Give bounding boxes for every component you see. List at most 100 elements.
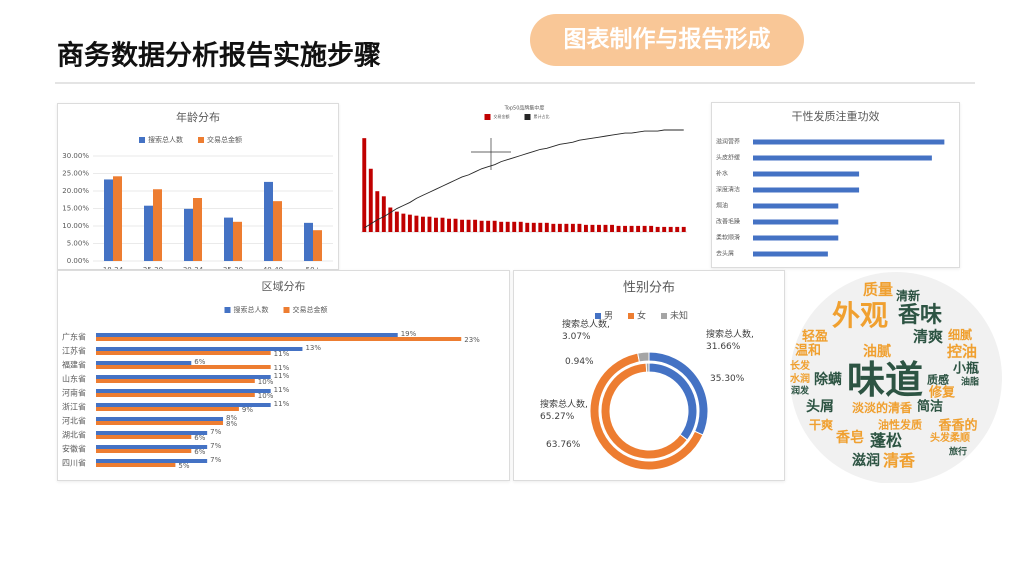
x-tick-label: 30-34	[183, 266, 204, 269]
bar	[96, 389, 271, 393]
bar	[273, 201, 282, 261]
y-tick-label: 四川省	[62, 458, 86, 468]
value-label: 10%	[258, 392, 274, 400]
legend-swatch	[198, 137, 204, 143]
cloud-word: 油脂	[960, 377, 980, 388]
legend-swatch	[628, 313, 634, 319]
bar	[96, 337, 462, 341]
bar	[583, 224, 588, 232]
bar	[499, 221, 504, 232]
cloud-word: 清爽	[912, 327, 944, 346]
data-label: 搜索总人数, 3.07%	[562, 320, 610, 342]
bar	[96, 347, 303, 351]
value-label: 5%	[178, 462, 189, 470]
bar	[597, 224, 601, 232]
bar	[96, 393, 255, 397]
cloud-word: 除螨	[814, 372, 842, 388]
y-tick-label: 0.00%	[67, 257, 90, 265]
bar	[96, 351, 271, 355]
cloud-word: 香味	[897, 303, 943, 328]
cloud-word: 控油	[946, 342, 978, 361]
y-tick-label: 山东省	[62, 374, 86, 384]
value-label: 6%	[194, 358, 205, 366]
cloud-word: 头屑	[806, 399, 834, 415]
legend-swatch	[283, 307, 290, 313]
cloud-word: 蓬松	[869, 431, 903, 450]
legend-swatch	[595, 313, 601, 319]
y-tick-label: 安徽省	[62, 444, 86, 454]
bar	[649, 225, 654, 232]
bar	[304, 222, 313, 261]
y-tick-label: 头皮舒缓	[716, 154, 740, 162]
y-tick-label: 5.00%	[67, 240, 90, 248]
bar	[753, 251, 828, 257]
donut-segment	[645, 362, 650, 373]
y-tick-label: 去头屑	[716, 250, 734, 258]
bar	[681, 226, 686, 232]
y-tick-label: 25.00%	[62, 170, 89, 178]
cloud-word: 外观	[831, 299, 889, 332]
bar	[368, 168, 373, 232]
bar	[96, 421, 224, 425]
donut-segment	[637, 351, 650, 363]
cloud-bg	[790, 272, 1002, 483]
chart-title: 年龄分布	[176, 110, 220, 124]
bar	[96, 435, 192, 439]
cloud-word: 香皂	[836, 430, 864, 446]
bar	[96, 431, 208, 435]
value-label: 11%	[274, 386, 290, 394]
chart-title: 干性发质注重功效	[792, 109, 880, 123]
x-tick-label: 50+	[306, 266, 321, 269]
y-tick-label: 河北省	[62, 416, 86, 426]
value-label: 13%	[305, 344, 321, 352]
value-label: 9%	[242, 406, 253, 414]
bar	[590, 224, 595, 232]
bar	[264, 181, 273, 261]
cloud-word: 细腻	[947, 328, 973, 342]
bar	[96, 463, 176, 467]
cloud-word: 干爽	[808, 418, 834, 432]
bar	[440, 217, 445, 232]
bar	[512, 221, 517, 232]
bar	[96, 365, 271, 369]
value-label: 11%	[274, 350, 290, 358]
cloud-word: 水润	[790, 374, 810, 385]
value-label: 8%	[226, 414, 237, 422]
bar	[460, 219, 465, 232]
y-tick-label: 焗油	[716, 202, 728, 210]
badge-text: 图表制作与报告形成	[564, 27, 771, 53]
pareto-panel: Top50品牌集中度 交易金额 累计占比	[341, 100, 708, 268]
bar	[655, 226, 660, 232]
bar	[551, 223, 556, 232]
value-label: 11%	[274, 400, 290, 408]
legend-label: 累计占比	[534, 113, 550, 119]
y-tick-label: 深度清洁	[716, 186, 740, 194]
bar	[570, 223, 575, 232]
bar	[96, 333, 398, 337]
age-panel: 年龄分布 搜索总人数 交易总金额 0.00% 5.00% 10.00% 15.00% 20.0…	[57, 103, 339, 270]
data-label: 0.94%	[565, 357, 594, 367]
y-tick-label: 30.00%	[62, 152, 89, 160]
bar	[544, 222, 549, 232]
y-tick-label: 改善毛躁	[716, 218, 740, 226]
cloud-word: 润发	[790, 386, 810, 397]
bar	[505, 221, 510, 232]
bar	[577, 223, 582, 232]
bar	[184, 208, 193, 261]
cloud-word: 香香的	[938, 418, 978, 434]
bar	[531, 222, 536, 232]
legend-label: 交易总金额	[207, 135, 242, 144]
bar	[623, 225, 628, 232]
bar	[675, 226, 680, 232]
bar	[96, 445, 208, 449]
legend-swatch	[484, 114, 491, 120]
legend-label: 交易金额	[494, 113, 510, 119]
bar	[233, 221, 242, 261]
bar	[753, 235, 839, 241]
bar	[414, 215, 419, 232]
cloud-word: 轻盈	[801, 329, 829, 345]
